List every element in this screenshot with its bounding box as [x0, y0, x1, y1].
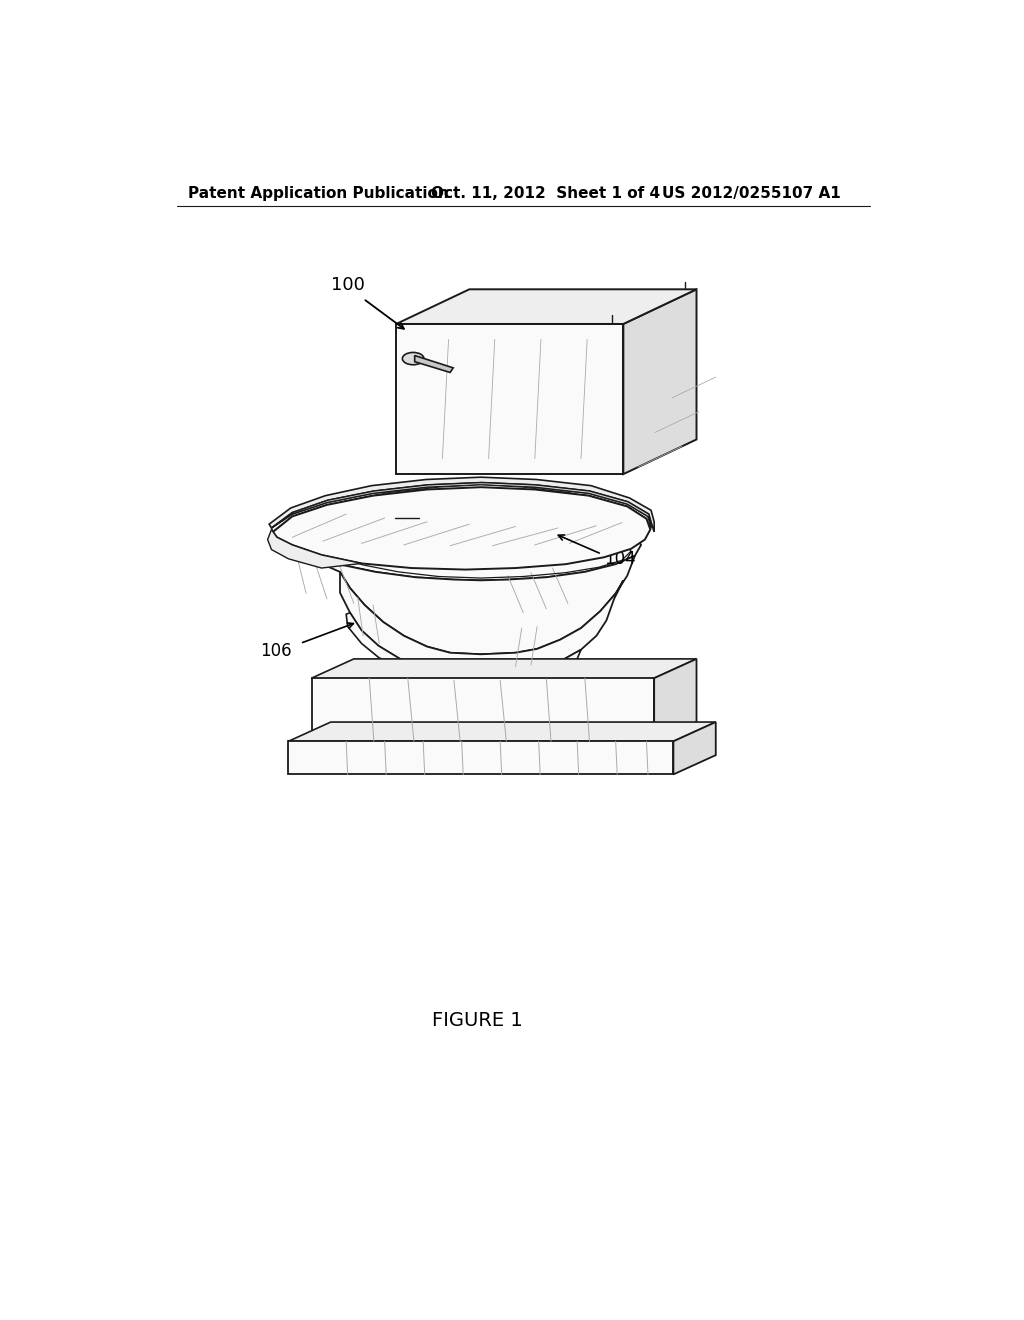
Polygon shape [271, 484, 651, 532]
Polygon shape [346, 612, 581, 686]
Polygon shape [311, 678, 654, 742]
Text: Oct. 11, 2012  Sheet 1 of 4: Oct. 11, 2012 Sheet 1 of 4 [431, 186, 660, 201]
Polygon shape [269, 478, 654, 532]
Polygon shape [289, 545, 635, 655]
Polygon shape [396, 289, 696, 323]
Polygon shape [396, 323, 624, 474]
Polygon shape [415, 355, 454, 372]
Text: 100: 100 [331, 276, 365, 294]
Polygon shape [281, 503, 641, 581]
Text: 104: 104 [604, 550, 636, 568]
Polygon shape [271, 483, 652, 528]
Polygon shape [370, 682, 593, 708]
Polygon shape [340, 572, 624, 675]
Polygon shape [267, 529, 361, 568]
Text: 102: 102 [390, 506, 422, 523]
Polygon shape [273, 487, 650, 570]
Ellipse shape [402, 352, 424, 364]
Polygon shape [674, 722, 716, 775]
Polygon shape [624, 289, 696, 474]
Polygon shape [654, 659, 696, 742]
Text: Patent Application Publication: Patent Application Publication [188, 186, 450, 201]
Text: US 2012/0255107 A1: US 2012/0255107 A1 [662, 186, 841, 201]
Polygon shape [285, 484, 637, 553]
Text: 106: 106 [260, 643, 292, 660]
Polygon shape [289, 742, 674, 775]
Text: FIGURE 1: FIGURE 1 [432, 1011, 522, 1031]
Polygon shape [311, 659, 696, 697]
Polygon shape [289, 722, 716, 742]
